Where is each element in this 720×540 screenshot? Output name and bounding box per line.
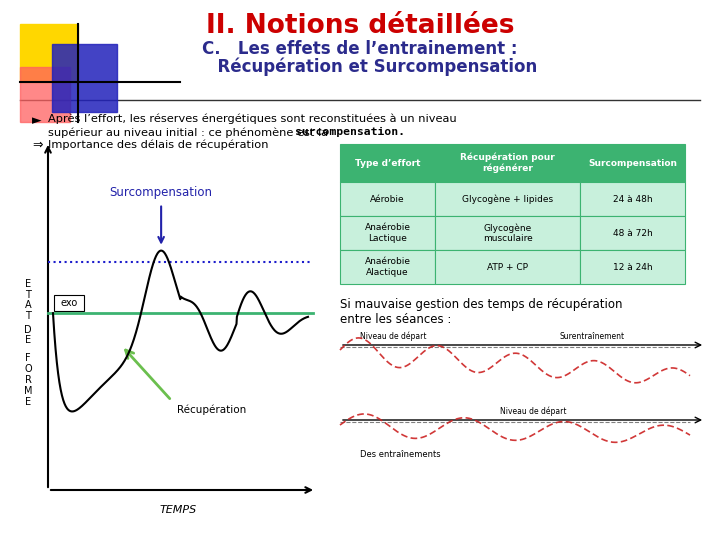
Text: supérieur au niveau initial : ce phénomène est la: supérieur au niveau initial : ce phénomè… [48,127,332,138]
Bar [435,216,580,250]
Text: Niveau de départ: Niveau de départ [500,407,567,416]
Bar [435,144,580,182]
Text: F
O
R
M
E: F O R M E [24,353,32,407]
Text: Importance des délais de récupération: Importance des délais de récupération [48,139,269,150]
Bar [435,250,580,284]
Bar [340,216,435,250]
Text: II. Notions détaillées: II. Notions détaillées [206,13,514,39]
Bar [580,144,685,182]
Text: ►: ► [32,114,42,127]
Text: Surentraînement: Surentraînement [560,332,625,341]
Bar [340,144,435,182]
Text: Récupération et Surcompensation: Récupération et Surcompensation [183,58,537,77]
Text: Surcompensation: Surcompensation [588,159,677,167]
Text: Récupération pour
régénérer: Récupération pour régénérer [460,153,555,173]
Text: Des entraînements: Des entraînements [360,450,441,459]
Text: C.   Les effets de l’entrainement :: C. Les effets de l’entrainement : [202,40,518,58]
Bar [435,182,580,216]
Bar [340,182,435,216]
Text: Type d’effort: Type d’effort [355,159,420,167]
Text: 24 à 48h: 24 à 48h [613,194,652,204]
Text: Surcompensation: Surcompensation [109,186,212,199]
Text: exo: exo [60,298,78,308]
Text: Niveau de départ: Niveau de départ [360,332,426,341]
Text: TEMPS: TEMPS [159,505,197,515]
Text: D
E: D E [24,325,32,346]
Text: Glycogène + lipides: Glycogène + lipides [462,194,553,204]
Text: ATP + CP: ATP + CP [487,262,528,272]
Text: Aérobie: Aérobie [370,194,405,204]
Text: Si mauvaise gestion des temps de récupération
entre les séances :: Si mauvaise gestion des temps de récupér… [340,298,623,326]
Bar [580,216,685,250]
Text: ⇒: ⇒ [32,139,42,152]
Bar [54,295,84,311]
Text: Récupération: Récupération [176,404,246,415]
Text: E
T
A
T: E T A T [24,279,31,321]
Text: Anaérobie
Lactique: Anaérobie Lactique [364,224,410,242]
Bar [580,182,685,216]
Bar [52,44,117,112]
Bar [20,24,78,82]
Text: surcompensation.: surcompensation. [295,127,405,137]
Text: Glycogène
musculaire: Glycogène musculaire [482,223,532,243]
Bar [580,250,685,284]
Text: 48 à 72h: 48 à 72h [613,228,652,238]
Text: Après l’effort, les réserves énergétiques sont reconstituées à un niveau: Après l’effort, les réserves énergétique… [48,114,456,125]
Text: 12 à 24h: 12 à 24h [613,262,652,272]
Text: Anaérobie
Alactique: Anaérobie Alactique [364,257,410,276]
Bar [20,67,70,122]
Bar [340,250,435,284]
